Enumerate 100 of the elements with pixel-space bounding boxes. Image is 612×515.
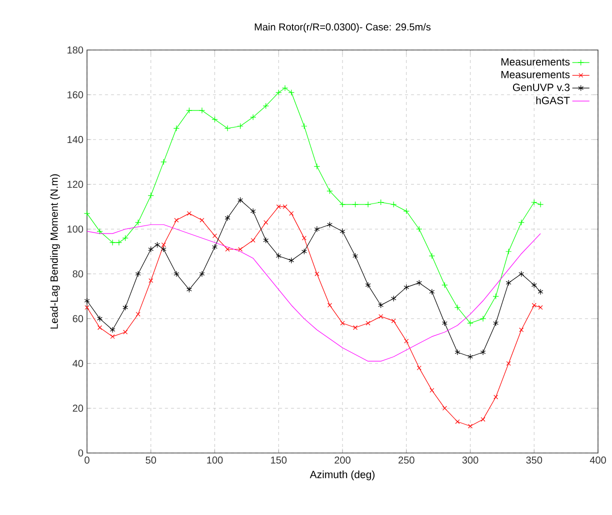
point (154, 242, 160, 248)
point (301, 248, 307, 255)
point (200, 218, 204, 222)
point (160, 158, 167, 166)
point (148, 278, 154, 283)
point (282, 84, 288, 92)
point (442, 320, 448, 326)
point (224, 214, 230, 222)
point (339, 201, 346, 208)
x-axis-title: Azimuth (deg) (310, 470, 375, 480)
legend-label: Measurements (501, 58, 570, 66)
x-tick-label: 50 (146, 456, 156, 464)
point (492, 293, 499, 300)
point (467, 320, 474, 326)
point (378, 314, 384, 319)
point (276, 89, 282, 96)
point (506, 361, 511, 366)
y-axis-title: Lead-Lag Bending Moment (N.m) (50, 174, 60, 329)
point (289, 211, 294, 216)
point (390, 295, 396, 302)
point (96, 228, 103, 234)
chart-title: Main Rotor(r/R=0.0300)- Case: 29.5m/s (254, 23, 431, 32)
point (301, 123, 308, 130)
point (429, 288, 435, 295)
point (365, 282, 371, 288)
point (532, 302, 536, 308)
point (186, 107, 192, 114)
point (238, 246, 243, 252)
point (468, 354, 473, 360)
point (538, 305, 543, 310)
point (123, 330, 128, 334)
legend-label: Measurements (501, 70, 570, 78)
point (416, 366, 422, 370)
point (428, 252, 436, 260)
x-tick-label: 200 (334, 456, 350, 464)
point (531, 199, 538, 206)
x-tick-label: 300 (462, 456, 478, 464)
point (352, 252, 358, 260)
point (480, 316, 486, 322)
x-tick-label: 150 (271, 456, 287, 464)
point (531, 282, 537, 288)
point (366, 320, 370, 326)
x-tick-label: 0 (84, 456, 90, 464)
point (212, 116, 218, 123)
point (519, 328, 524, 332)
point (98, 325, 102, 330)
point (250, 114, 256, 120)
point (506, 280, 512, 286)
point (186, 286, 192, 293)
point (352, 201, 358, 208)
point (97, 316, 103, 322)
point (327, 302, 332, 308)
y-tick-label: 100 (68, 226, 84, 233)
point (250, 208, 256, 214)
point (327, 222, 332, 228)
x-tick-label: 100 (207, 456, 223, 464)
point (262, 102, 269, 110)
x-tick-label: 250 (398, 456, 414, 464)
point (454, 304, 461, 311)
point (454, 349, 460, 356)
point (314, 226, 320, 232)
point (430, 388, 434, 393)
point (109, 239, 116, 246)
point (199, 270, 205, 277)
point (314, 163, 320, 170)
point (238, 196, 244, 204)
point (288, 89, 295, 96)
point (110, 334, 115, 339)
point (237, 123, 244, 130)
point (455, 419, 460, 424)
point (212, 244, 218, 250)
point (537, 201, 544, 208)
point (198, 107, 206, 114)
point (302, 236, 306, 240)
point (212, 234, 218, 238)
y-tick-label: 140 (68, 136, 84, 144)
point (442, 406, 447, 410)
point (186, 211, 192, 216)
point (518, 219, 524, 226)
x-tick-label: 400 (590, 456, 606, 464)
point (494, 394, 498, 400)
point (416, 226, 422, 232)
y-tick-label: 40 (72, 360, 84, 367)
point (390, 201, 397, 208)
point (468, 424, 473, 428)
point (340, 320, 345, 326)
point (493, 320, 499, 326)
point (135, 270, 141, 277)
point (403, 208, 410, 214)
point (84, 305, 90, 310)
point (442, 282, 448, 288)
point (480, 349, 486, 356)
point (314, 272, 320, 276)
point (288, 257, 294, 264)
point (136, 312, 140, 316)
point (264, 220, 268, 225)
point (148, 192, 154, 199)
point (116, 239, 122, 246)
point (353, 325, 358, 330)
y-tick-label: 0 (78, 449, 84, 457)
